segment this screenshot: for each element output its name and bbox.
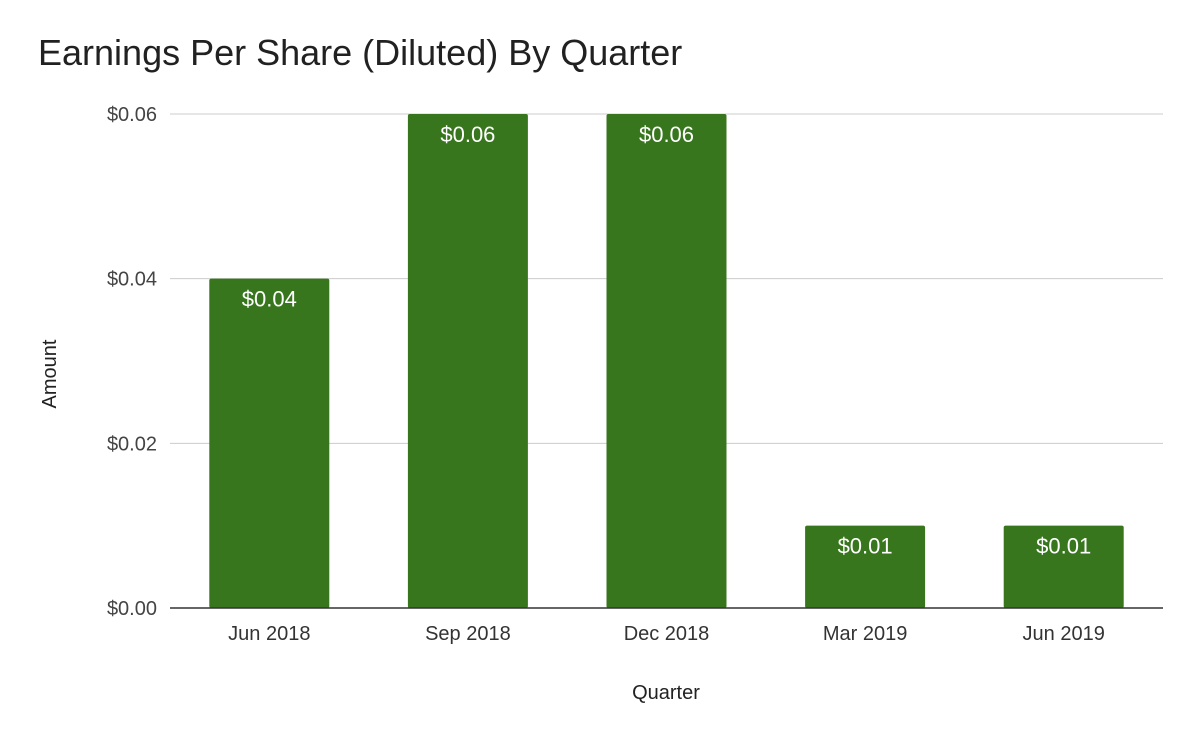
y-tick-label: $0.04 — [107, 269, 157, 291]
x-tick-label: Jun 2018 — [228, 623, 310, 645]
x-axis-title: Quarter — [632, 682, 700, 704]
data-label: $0.06 — [639, 122, 694, 147]
data-label: $0.06 — [440, 122, 495, 147]
y-tick-label: $0.06 — [107, 104, 157, 126]
bar — [209, 278, 330, 608]
data-label: $0.01 — [1036, 534, 1091, 559]
data-label: $0.01 — [838, 534, 893, 559]
x-tick-label: Dec 2018 — [624, 623, 710, 645]
x-tick-label: Jun 2019 — [1023, 623, 1105, 645]
chart-title: Earnings Per Share (Diluted) By Quarter — [38, 32, 683, 73]
bar — [407, 114, 528, 608]
y-axis-title: Amount — [39, 339, 61, 408]
y-tick-label: $0.02 — [107, 433, 157, 455]
x-tick-label: Mar 2019 — [823, 623, 908, 645]
y-tick-label: $0.00 — [107, 598, 157, 620]
bar — [1003, 525, 1124, 608]
x-tick-label: Sep 2018 — [425, 623, 511, 645]
bar — [606, 114, 727, 608]
bar — [805, 525, 926, 608]
data-label: $0.04 — [242, 287, 297, 312]
